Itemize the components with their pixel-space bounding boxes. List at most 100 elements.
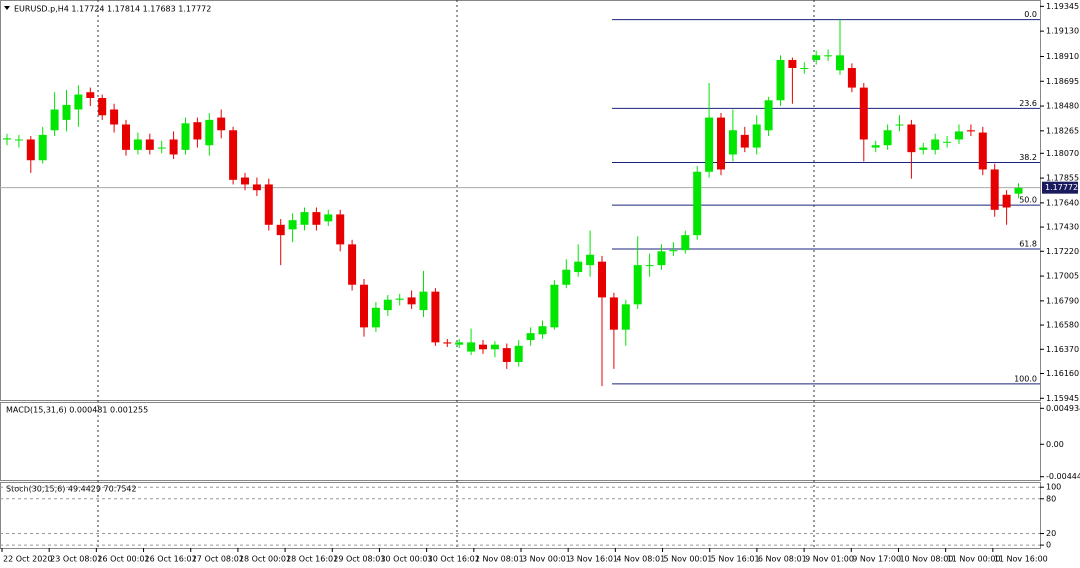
candle-body: [836, 55, 844, 71]
candle-body: [990, 169, 999, 210]
time-label: 4 Nov 08:01: [616, 555, 665, 564]
price-tick-label: 1.18265: [1046, 126, 1079, 135]
time-label: 10 Nov 08:00: [899, 555, 953, 564]
time-label: 26 Oct 00:01: [97, 555, 149, 564]
candle-body: [229, 130, 238, 180]
candle-body: [490, 344, 499, 350]
candle-body: [871, 145, 880, 148]
price-tick-label: 0.00: [1046, 440, 1064, 449]
stoch-label: Stoch(30,15,6) 49.4429 70.7542: [6, 485, 137, 494]
candle-body: [740, 134, 749, 148]
candle-body: [383, 299, 392, 311]
candle-body: [14, 139, 23, 141]
candle-body: [717, 117, 725, 170]
candle-body: [895, 124, 904, 126]
candle-body: [86, 92, 95, 98]
candle-body: [455, 342, 464, 345]
candle-body: [3, 138, 11, 140]
candle-body: [479, 344, 487, 350]
current-price-label: 1.17772: [1045, 183, 1078, 192]
candle-body: [312, 212, 321, 225]
price-tick-label: 1.17855: [1046, 174, 1079, 183]
candle-body: [395, 298, 404, 300]
price-tick-label: 1.18480: [1046, 102, 1079, 111]
candle-body: [300, 212, 309, 225]
candle-body: [145, 139, 154, 150]
candle-body: [443, 342, 452, 344]
candle-body: [764, 100, 773, 131]
fib-label: 61.8: [1019, 239, 1037, 248]
candle-body: [74, 94, 83, 110]
time-label: 6 Nov 08:01: [758, 555, 807, 564]
macd-label: MACD(15,31,6) 0.000481 0.001255: [6, 406, 148, 415]
price-tick-label: 1.19130: [1046, 27, 1079, 36]
time-label: 29 Oct 08:01: [333, 555, 385, 564]
candle-body: [705, 117, 714, 172]
candle-body: [157, 147, 166, 149]
stoch-panel: [0, 482, 1041, 549]
candle-body: [288, 220, 297, 230]
candle-body: [50, 109, 59, 131]
candle-body: [264, 184, 273, 225]
price-tick-label: 1.18910: [1046, 52, 1079, 61]
price-tick-label: 1.17220: [1046, 247, 1079, 256]
candle-body: [621, 304, 630, 330]
candle-body: [931, 139, 940, 150]
candle-body: [217, 117, 226, 131]
candle-body: [407, 297, 416, 305]
candle-body: [728, 130, 737, 155]
candle-body: [193, 122, 202, 140]
price-tick-label: 1.16370: [1046, 345, 1079, 354]
time-label: 11 Nov 16:00: [994, 555, 1048, 564]
candle-body: [1002, 194, 1011, 208]
candle-body: [693, 171, 702, 236]
candle-body: [538, 326, 547, 335]
candle-body: [776, 59, 785, 101]
candle-body: [812, 55, 821, 60]
candle-body: [526, 333, 535, 341]
time-label: 30 Oct 00:01: [380, 555, 432, 564]
candle-body: [645, 265, 654, 267]
symbol-title: EURUSD.p,H4 1.17724 1.17814 1.17683 1.17…: [14, 5, 211, 14]
fib-label: 0.0: [1024, 10, 1037, 19]
price-tick-label: 80: [1046, 494, 1056, 503]
price-tick-label: 1.16790: [1046, 296, 1079, 305]
time-label: 3 Nov 00:01: [522, 555, 571, 564]
candle-body: [276, 224, 285, 236]
candle-body: [824, 55, 833, 57]
candle-body: [943, 141, 952, 143]
price-tick-label: 20: [1046, 529, 1056, 538]
time-label: 3 Nov 16:01: [569, 555, 618, 564]
candle-body: [550, 284, 559, 328]
time-label: 5 Nov 00:01: [664, 555, 713, 564]
time-label: 2 Nov 08:01: [475, 555, 524, 564]
candle-body: [847, 68, 856, 88]
candle-body: [252, 184, 261, 191]
candle-body: [122, 124, 130, 150]
candle-body: [26, 139, 35, 161]
candle-body: [669, 250, 678, 252]
time-label: 27 Oct 08:01: [192, 555, 244, 564]
candle-body: [181, 123, 190, 150]
fib-label: 38.2: [1019, 153, 1037, 162]
time-label: 22 Oct 2020: [3, 555, 52, 564]
candle-body: [919, 147, 928, 150]
candle-body: [169, 139, 178, 155]
candle-body: [859, 87, 868, 140]
candle-body: [336, 214, 345, 245]
main-panel: [0, 0, 1041, 401]
candle-body: [598, 261, 606, 298]
candle-body: [98, 97, 107, 116]
price-tick-label: -0.004448: [1046, 472, 1080, 481]
price-tick-label: 1.16160: [1046, 369, 1079, 378]
candle-body: [681, 235, 690, 251]
candle-body: [574, 261, 583, 273]
candle-body: [978, 132, 987, 170]
candle-body: [514, 345, 523, 362]
candle-body: [371, 307, 380, 328]
time-label: 5 Nov 16:01: [711, 555, 760, 564]
fib-label: 23.6: [1019, 99, 1037, 108]
candle-body: [348, 244, 357, 285]
candle-body: [467, 342, 476, 352]
